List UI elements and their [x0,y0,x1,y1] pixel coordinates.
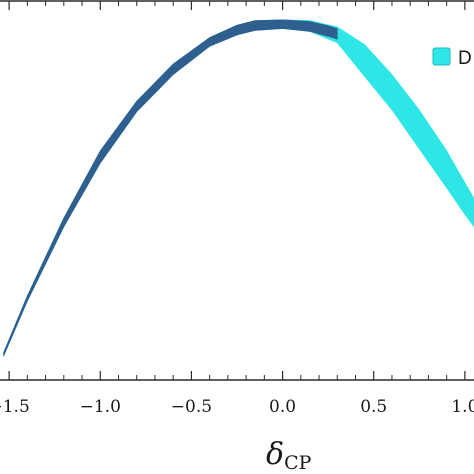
band-1 [3,19,338,357]
x-axis-title: δCP [266,437,312,474]
legend: D [432,47,472,69]
legend-swatch [432,47,451,66]
x-tick-label: −1.5 [0,397,30,417]
x-tick-label: 1.0 [451,397,474,417]
x-axis-title-main: δ [266,437,284,472]
ticks-layer: −1.5 −1.0 −0.5 0.0 0.5 1.0 [0,1,474,417]
legend-label: D [458,48,472,69]
x-tick-label: 0.0 [269,397,296,417]
x-tick-label: −1.0 [80,397,121,417]
band-0 [3,19,474,357]
x-axis-title-sub: CP [284,452,312,474]
x-tick-label: −0.5 [171,397,212,417]
axes-layer [0,0,474,381]
x-tick-label: 0.5 [360,397,387,417]
bands-layer [3,19,474,357]
